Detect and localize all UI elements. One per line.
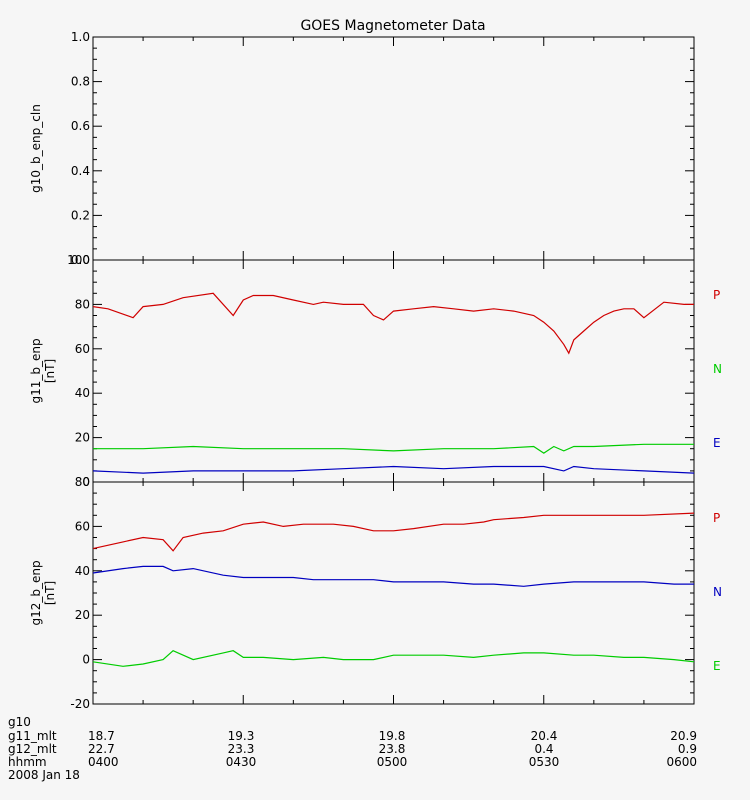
panels-group: 0.0 0.2 0.4 0.6 0.8 1.0 g10_b_enp_cln 0 20 40 60 80… [29,30,722,711]
footer-value: 23.3 [228,742,255,756]
footer-row-label: hhmm [8,755,47,769]
footer-value: 19.3 [228,729,255,743]
chart-title: GOES Magnetometer Data [300,18,485,34]
y-axis-units: [nT] [43,359,57,383]
y-tick-label: 0.2 [71,208,90,222]
series-line-n [93,443,694,454]
footer-row-label: g12_mlt [8,742,57,756]
legend-e: E [713,436,721,450]
y-tick-label: 0 [82,475,90,489]
legend-n: N [713,585,722,599]
y-tick-label: 20 [75,608,90,622]
y-tick-label: 0.0 [71,253,90,267]
footer-value: 0.4 [534,742,553,756]
y-tick-label: 60 [75,342,90,356]
panel-frame [92,36,695,261]
y-axis-label: g12_b_enp [29,560,43,625]
y-tick-label: 40 [75,564,90,578]
footer-value: 0430 [226,755,257,769]
y-tick-label: 0.8 [71,75,90,89]
y-axis-units: [nT] [43,581,57,605]
footer-value: 23.8 [379,742,406,756]
footer-value: 18.7 [88,729,115,743]
y-tick-label: -20 [70,697,90,711]
series-line-n [92,565,694,587]
y-axis-label: g10_b_enp_cln [29,104,43,193]
footer-value: 20.9 [670,729,697,743]
footer-value: 0500 [377,755,408,769]
y-tick-label: 60 [75,519,90,533]
y-tick-label: 20 [75,431,90,445]
footer-row-label: g10 [8,715,31,729]
footer-value: 0400 [88,755,119,769]
footer-value: 0530 [529,755,560,769]
y-tick-label: 0.6 [71,119,90,133]
footer-date: 2008 Jan 18 [8,768,80,782]
series-line-p [92,512,695,552]
series-line-e [92,649,695,667]
y-axis-label: g11_b_enp [29,338,43,403]
y-tick-label: 0.4 [71,164,90,178]
footer-value: 0600 [666,755,697,769]
footer-value: 19.8 [379,729,406,743]
legend-p: P [713,511,720,525]
y-tick-label: 100 [67,253,90,267]
panel-1: 0.0 0.2 0.4 0.6 0.8 1.0 g10_b_enp_cln [29,30,695,267]
series-line-p [92,292,694,355]
panel-3: -20 0 20 40 60 80 g12_b_enp [nT] P N E [29,475,722,711]
panel-frame [92,259,695,483]
footer-row-label: g11_mlt [8,729,57,743]
y-tick-label: 80 [75,297,90,311]
panel-2: 0 20 40 60 80 100 g11_b_enp [nT] P N E [29,253,722,489]
y-tick-label: 40 [75,386,90,400]
legend-e: E [713,659,721,673]
footer-value: 20.4 [531,729,558,743]
y-tick-label: 1.0 [71,30,90,44]
footer-value: 0.9 [678,742,697,756]
legend-n: N [713,362,722,376]
series-line-e [92,465,695,474]
legend-p: P [713,288,720,302]
y-tick-label: 0 [82,653,90,667]
y-tick-label: 80 [75,475,90,489]
footer-value: 22.7 [88,742,115,756]
